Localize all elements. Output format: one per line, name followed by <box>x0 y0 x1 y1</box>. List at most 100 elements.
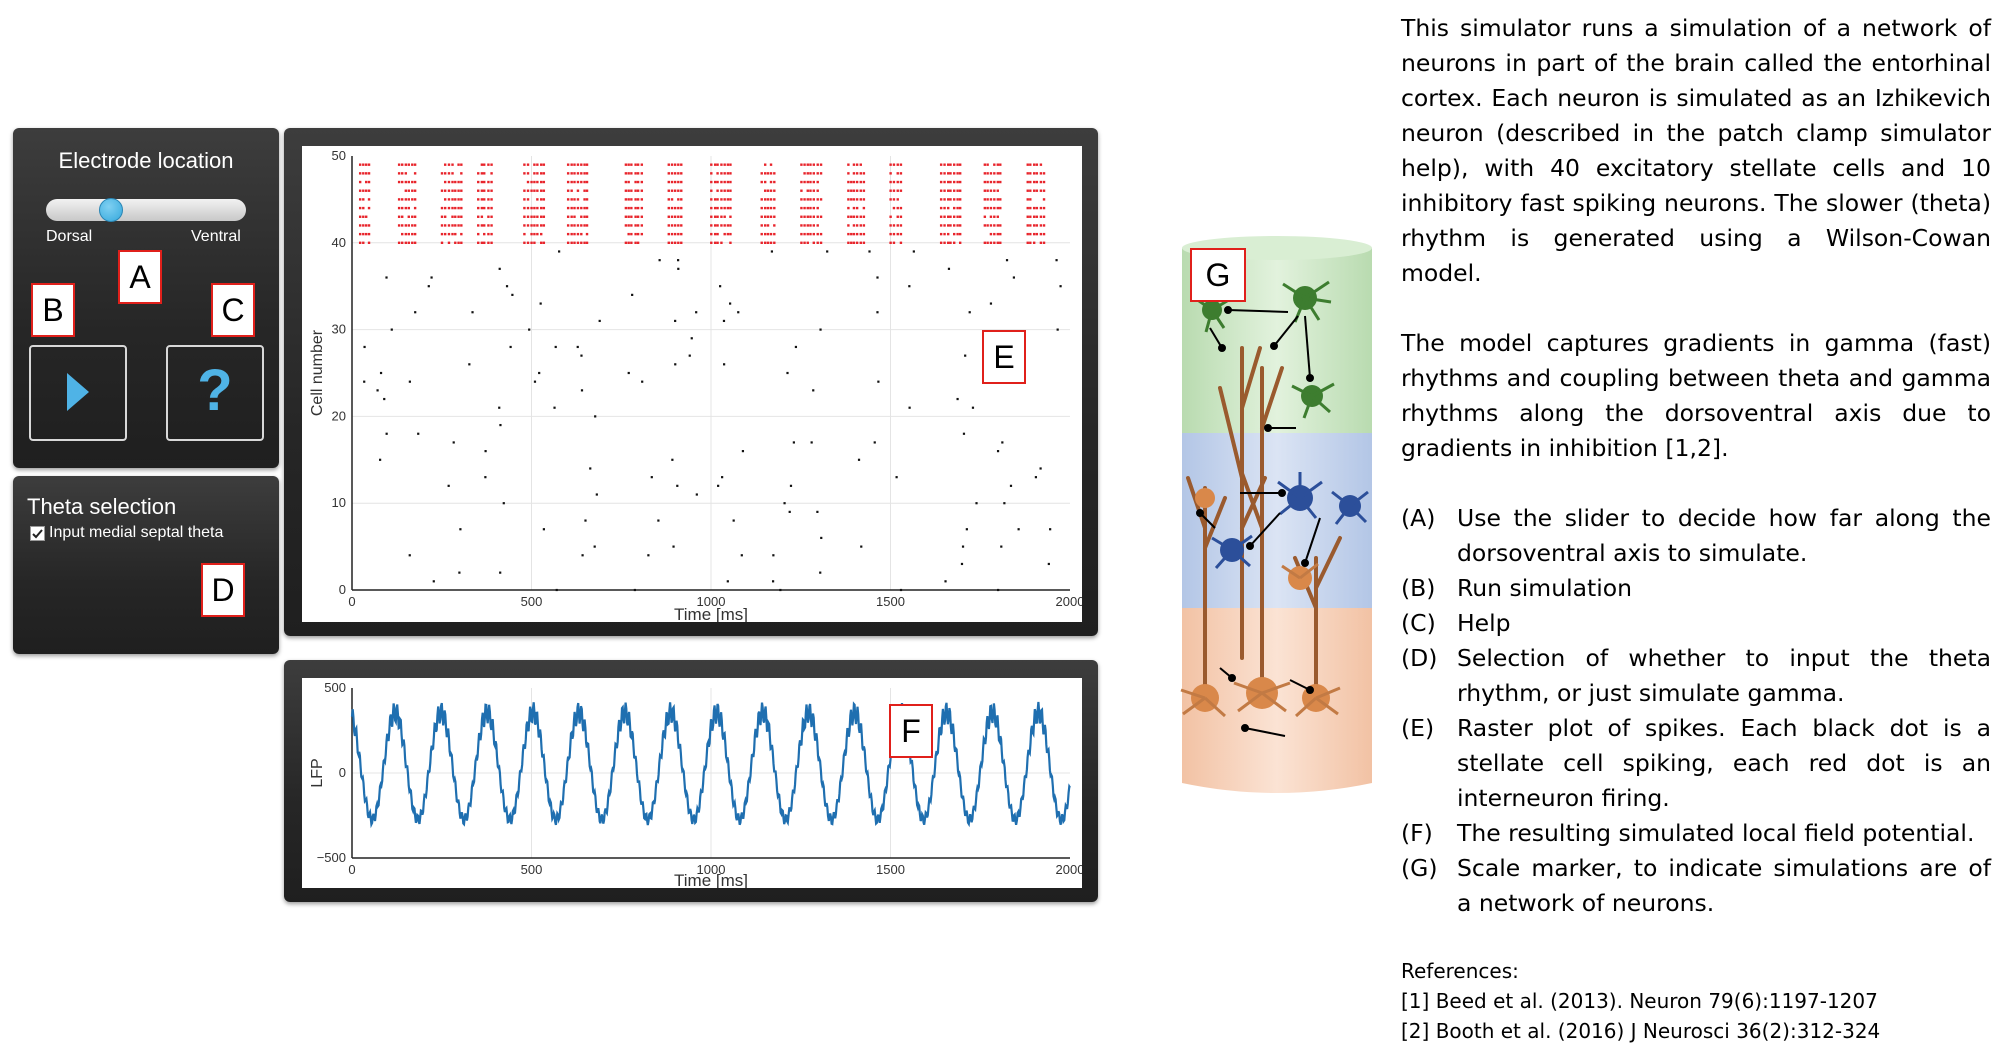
interneuron-spike <box>483 180 486 184</box>
interneuron-spike <box>362 198 365 201</box>
interneuron-spike <box>364 215 368 218</box>
interneuron-spike <box>490 180 493 184</box>
theta-checkbox[interactable] <box>30 525 45 541</box>
interneuron-spike <box>624 163 628 166</box>
interneuron-spike <box>566 163 570 166</box>
interneuron-spike <box>407 232 410 236</box>
interneuron-spike <box>713 241 717 244</box>
interneuron-spike <box>487 241 490 244</box>
interneuron-spike <box>763 163 767 166</box>
stellate-spike <box>1003 502 1006 505</box>
interneuron-spike <box>766 206 770 210</box>
interneuron-spike <box>716 232 719 236</box>
interneuron-spike <box>1029 163 1032 166</box>
interneuron-spike <box>680 189 683 192</box>
lfp-x-tick-label: 1500 <box>876 862 905 877</box>
interneuron-spike <box>862 198 866 201</box>
stellate-spike <box>657 519 660 522</box>
interneuron-spike <box>460 206 463 210</box>
interneuron-spike <box>566 215 570 218</box>
interneuron-spike <box>862 189 866 192</box>
raster-x-tick-label: 500 <box>521 594 543 609</box>
interneuron-spike <box>440 215 444 218</box>
interneuron-spike <box>996 198 999 201</box>
interneuron-spike <box>480 206 484 210</box>
stellate-spike <box>721 476 724 479</box>
interneuron-spike <box>583 189 586 192</box>
interneuron-spike <box>460 215 463 218</box>
interneuron-spike <box>710 241 713 244</box>
interneuron-spike <box>677 241 680 244</box>
interneuron-spike <box>809 215 812 218</box>
interneuron-spike <box>540 215 543 218</box>
interneuron-spike <box>680 224 683 227</box>
interneuron-spike <box>996 172 999 175</box>
interneuron-spike <box>570 206 573 210</box>
interneuron-spike <box>540 180 543 184</box>
run-simulation-button[interactable] <box>29 345 127 441</box>
interneuron-spike <box>680 215 683 218</box>
legend-item: (E) Raster plot of spikes. Each black dot… <box>1401 711 1991 816</box>
interneuron-spike <box>487 189 490 192</box>
interneuron-spike <box>1029 180 1032 184</box>
help-button[interactable]: ? <box>166 345 264 441</box>
interneuron-spike <box>1026 206 1029 210</box>
interneuron-spike <box>443 189 447 192</box>
stellate-spike <box>580 389 584 392</box>
interneuron-spike <box>806 215 809 218</box>
interneuron-spike <box>710 172 713 175</box>
interneuron-spike <box>576 189 580 192</box>
interneuron-spike <box>958 232 962 236</box>
interneuron-spike <box>986 206 989 210</box>
interneuron-spike <box>447 180 451 184</box>
interneuron-spike <box>667 189 670 192</box>
interneuron-spike <box>855 232 859 236</box>
stellate-spike <box>1049 528 1052 531</box>
interneuron-spike <box>487 224 490 227</box>
interneuron-spike <box>949 163 952 166</box>
raster-x-tick-label: 1500 <box>876 594 905 609</box>
stellate-spike <box>788 510 791 513</box>
interneuron-spike <box>986 224 989 227</box>
interneuron-spike <box>483 163 486 166</box>
stellate-spike <box>717 484 720 487</box>
interneuron-spike <box>636 215 640 218</box>
interneuron-spike <box>816 206 819 210</box>
interneuron-spike <box>855 180 859 184</box>
interneuron-spike <box>583 206 586 210</box>
interneuron-spike <box>760 180 763 184</box>
interneuron-spike <box>636 172 640 175</box>
stellate-spike <box>385 276 388 279</box>
interneuron-spike <box>358 189 362 192</box>
interneuron-spike <box>999 180 1002 184</box>
electrode-slider-track[interactable] <box>46 199 246 221</box>
interneuron-spike <box>939 163 943 166</box>
stellate-spike <box>511 293 514 296</box>
interneuron-spike <box>816 198 819 201</box>
interneuron-spike <box>773 224 776 227</box>
interneuron-spike <box>624 241 628 244</box>
interneuron-spike <box>716 198 719 201</box>
electrode-slider-handle[interactable] <box>99 198 123 222</box>
marker-g: G <box>1190 248 1246 302</box>
interneuron-spike <box>673 215 677 218</box>
interneuron-spike <box>800 232 803 236</box>
interneuron-spike <box>1035 163 1039 166</box>
interneuron-spike <box>1029 206 1032 210</box>
interneuron-spike <box>958 180 962 184</box>
interneuron-spike <box>533 163 536 166</box>
interneuron-spike <box>763 189 767 192</box>
theta-checkbox-row[interactable]: Input medial septal theta <box>30 524 223 542</box>
interneuron-spike <box>526 206 530 210</box>
interneuron-spike <box>397 241 401 244</box>
interneuron-spike <box>580 206 583 210</box>
interneuron-spike <box>585 163 589 166</box>
stellate-spike <box>533 380 537 383</box>
interneuron-spike <box>680 206 683 210</box>
interneuron-spike <box>766 241 770 244</box>
interneuron-spike <box>943 232 946 236</box>
interneuron-spike <box>358 180 362 184</box>
interneuron-spike <box>855 224 859 227</box>
interneuron-spike <box>850 180 853 184</box>
interneuron-spike <box>401 172 404 175</box>
